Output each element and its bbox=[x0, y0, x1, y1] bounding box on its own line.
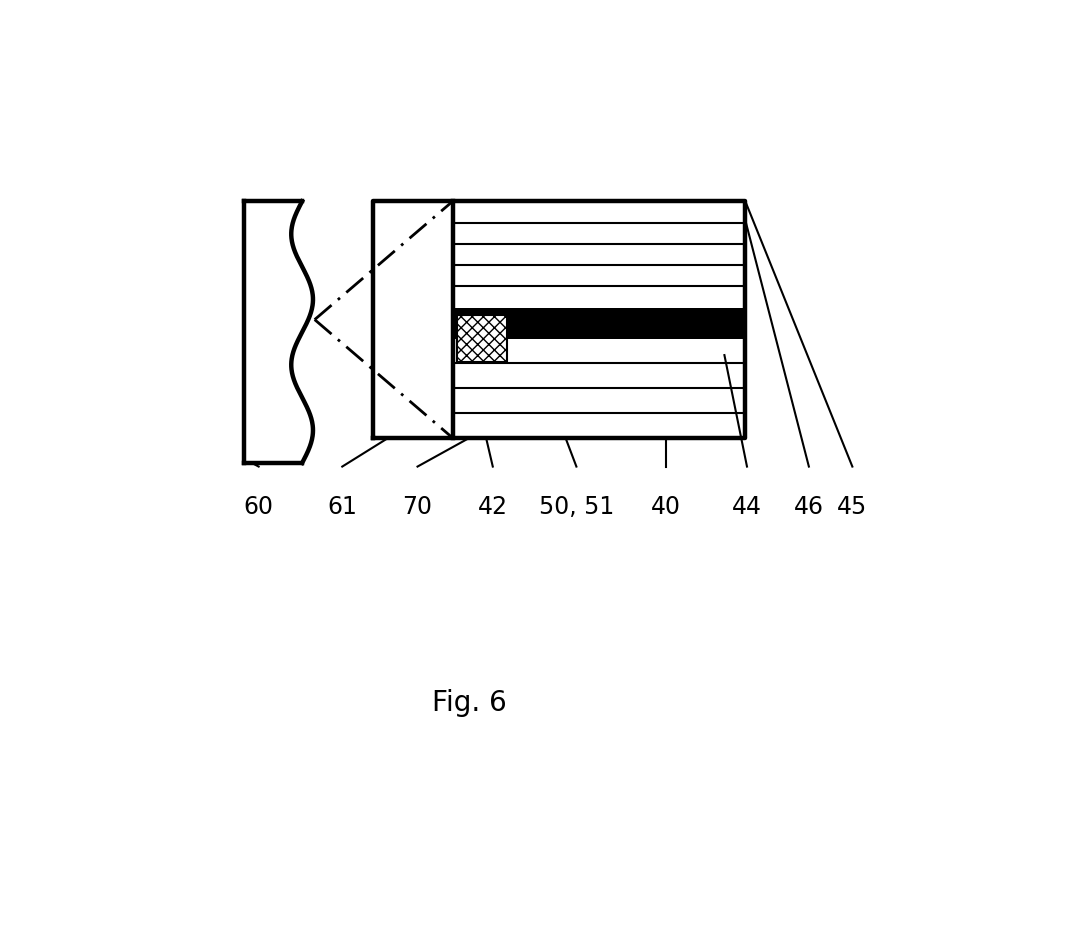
Text: 46: 46 bbox=[794, 495, 824, 519]
Text: 44: 44 bbox=[732, 495, 762, 519]
Text: 61: 61 bbox=[327, 495, 357, 519]
Text: 42: 42 bbox=[478, 495, 508, 519]
Text: 40: 40 bbox=[651, 495, 681, 519]
Text: 70: 70 bbox=[402, 495, 433, 519]
Text: Fig. 6: Fig. 6 bbox=[432, 689, 507, 717]
Text: 50, 51: 50, 51 bbox=[538, 495, 614, 519]
Text: 45: 45 bbox=[837, 495, 868, 519]
Bar bbox=[453, 308, 746, 339]
Text: 60: 60 bbox=[244, 495, 274, 519]
Bar bbox=[456, 315, 507, 362]
